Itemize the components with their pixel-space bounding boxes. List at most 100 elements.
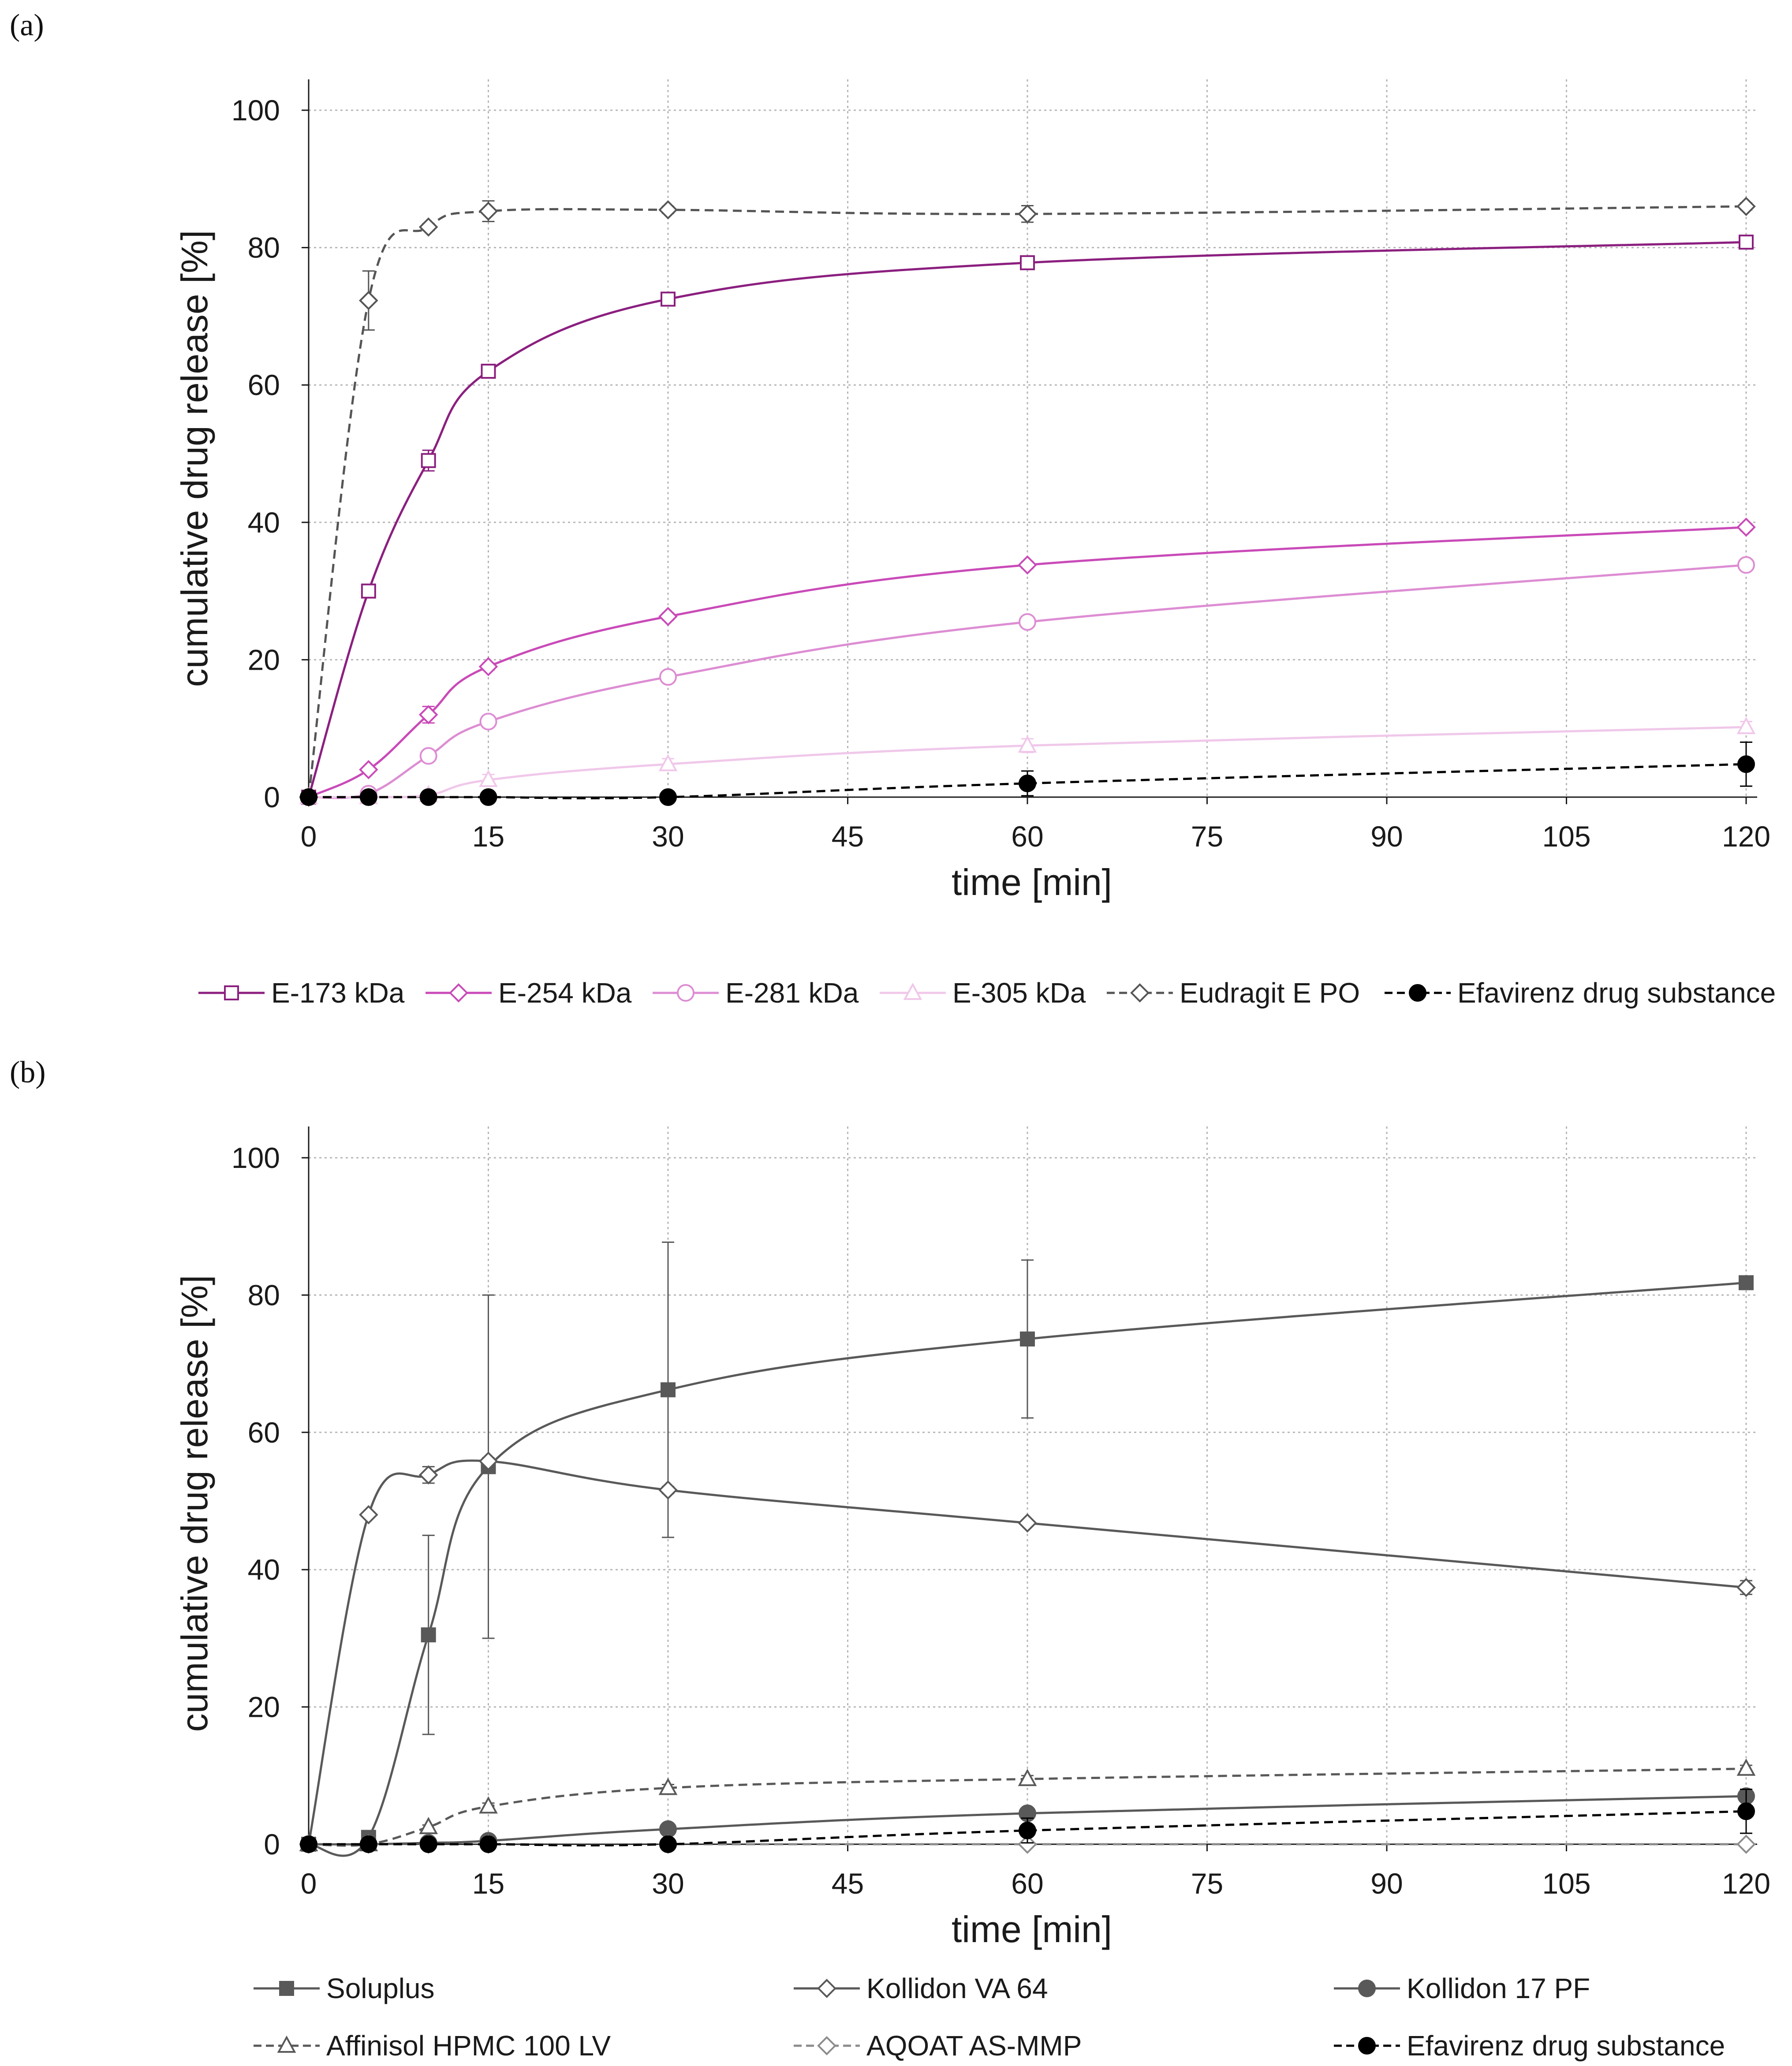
legend-marker bbox=[449, 983, 468, 1003]
data-point bbox=[300, 1835, 317, 1853]
data-point bbox=[1737, 755, 1755, 773]
x-tick-label: 45 bbox=[832, 820, 864, 853]
data-point bbox=[1737, 1802, 1755, 1820]
legend-item: Kollidon 17 PF bbox=[1334, 1973, 1590, 2004]
data-point bbox=[659, 1835, 677, 1853]
panel-b-legend: Soluplus Kollidon VA 64 Kollidon 17 PF Affi… bbox=[254, 1973, 1725, 2062]
series-line bbox=[307, 205, 1747, 798]
data-point bbox=[418, 217, 438, 237]
legend-item: E-173 kDa bbox=[198, 977, 405, 1009]
x-tick-label: 120 bbox=[1722, 1867, 1770, 1900]
panel-b-y-axis-title: cumulative drug release [%] bbox=[174, 1275, 215, 1732]
panel-a-series bbox=[299, 197, 1756, 807]
series-line bbox=[308, 563, 1747, 799]
data-point bbox=[1736, 1577, 1756, 1597]
data-point bbox=[300, 788, 317, 806]
legend-marker bbox=[817, 1979, 836, 1998]
data-point bbox=[1019, 613, 1036, 631]
panel-b-y-ticks: 0 20 40 60 80 100 bbox=[231, 1141, 309, 1861]
x-tick-label: 30 bbox=[652, 1867, 684, 1900]
legend-item: Kollidon VA 64 bbox=[794, 1973, 1048, 2004]
x-tick-label: 105 bbox=[1542, 1867, 1590, 1900]
legend-label: Affinisol HPMC 100 LV bbox=[326, 2030, 611, 2062]
x-tick-label: 105 bbox=[1542, 820, 1590, 853]
data-point bbox=[478, 1451, 498, 1471]
x-tick-label: 0 bbox=[301, 1867, 317, 1900]
data-point bbox=[479, 712, 497, 731]
panel-b-label: (b) bbox=[10, 1055, 46, 1089]
y-tick-label: 20 bbox=[248, 1691, 280, 1723]
panel-a: (a) 0 15 30 45 60 75 90 105 120 0 20 40 60 80 100 tim… bbox=[10, 8, 1776, 1009]
data-point bbox=[478, 201, 498, 221]
legend-label: Efavirenz drug substance bbox=[1407, 2030, 1725, 2062]
x-tick-label: 60 bbox=[1011, 1867, 1043, 1900]
legend-marker bbox=[277, 2035, 296, 2053]
data-point bbox=[1736, 1835, 1756, 1854]
data-point bbox=[478, 657, 498, 676]
legend-item: Eudragit E PO bbox=[1107, 977, 1360, 1009]
data-point bbox=[1018, 1513, 1037, 1533]
data-point bbox=[658, 1480, 678, 1500]
legend-label: Kollidon 17 PF bbox=[1407, 1973, 1590, 2004]
y-tick-label: 0 bbox=[264, 781, 280, 813]
y-tick-label: 80 bbox=[248, 231, 280, 264]
x-tick-label: 90 bbox=[1370, 820, 1403, 853]
y-tick-label: 0 bbox=[264, 1828, 280, 1861]
legend-label: E-254 kDa bbox=[498, 977, 632, 1009]
panel-b-grid bbox=[309, 1126, 1757, 1844]
data-point bbox=[479, 1835, 497, 1853]
data-point bbox=[1737, 556, 1755, 574]
y-tick-label: 60 bbox=[248, 369, 280, 401]
data-point bbox=[361, 583, 376, 599]
legend-marker bbox=[817, 2036, 836, 2055]
data-point bbox=[1736, 197, 1756, 216]
data-point bbox=[1019, 774, 1036, 792]
legend-label: AQOAT AS-MMP bbox=[866, 2030, 1082, 2062]
legend-item: AQOAT AS-MMP bbox=[794, 2030, 1082, 2062]
panel-a-y-ticks: 0 20 40 60 80 100 bbox=[231, 94, 309, 813]
x-tick-label: 45 bbox=[832, 1867, 864, 1900]
legend-label: Efavirenz drug substance bbox=[1457, 977, 1776, 1009]
legend-marker bbox=[1358, 2037, 1376, 2055]
y-tick-label: 60 bbox=[248, 1416, 280, 1449]
y-tick-label: 40 bbox=[248, 1553, 280, 1586]
panel-b: (b) 0 15 30 45 60 75 90 105 120 0 20 40 60 80 100 tim… bbox=[10, 1055, 1770, 2062]
y-tick-label: 100 bbox=[231, 1141, 280, 1174]
y-tick-label: 40 bbox=[248, 506, 280, 539]
data-point bbox=[421, 453, 436, 468]
panel-a-x-ticks: 0 15 30 45 60 75 90 105 120 bbox=[301, 797, 1770, 853]
x-tick-label: 75 bbox=[1191, 1867, 1223, 1900]
series-line bbox=[309, 763, 1747, 799]
legend-item: Soluplus bbox=[254, 1973, 435, 2004]
data-point bbox=[1018, 555, 1037, 575]
data-point bbox=[1018, 204, 1037, 224]
data-point bbox=[661, 1382, 676, 1398]
data-point bbox=[659, 788, 677, 806]
data-point bbox=[419, 788, 437, 806]
data-point bbox=[1020, 1331, 1035, 1347]
data-point bbox=[1019, 1821, 1036, 1839]
data-point bbox=[359, 760, 378, 779]
data-point bbox=[418, 705, 438, 724]
x-tick-label: 15 bbox=[472, 820, 504, 853]
data-point bbox=[1736, 716, 1756, 735]
legend-label: E-173 kDa bbox=[271, 977, 405, 1009]
legend-label: E-305 kDa bbox=[952, 977, 1086, 1009]
series-line bbox=[308, 1281, 1747, 1857]
data-point bbox=[479, 1796, 498, 1814]
y-tick-label: 80 bbox=[248, 1279, 280, 1311]
series-line bbox=[307, 241, 1747, 798]
series-efavirenz-drug-substance bbox=[300, 741, 1755, 806]
legend-marker bbox=[1358, 1980, 1376, 1997]
data-point bbox=[1736, 517, 1756, 537]
legend-item: E-254 kDa bbox=[426, 977, 632, 1009]
panel-b-series bbox=[299, 1242, 1756, 1857]
legend-marker bbox=[224, 985, 239, 1000]
panel-b-x-ticks: 0 15 30 45 60 75 90 105 120 bbox=[301, 1844, 1770, 1900]
y-tick-label: 100 bbox=[231, 94, 280, 127]
data-point bbox=[1739, 1275, 1754, 1290]
data-point bbox=[658, 607, 678, 627]
data-point bbox=[419, 1816, 438, 1835]
